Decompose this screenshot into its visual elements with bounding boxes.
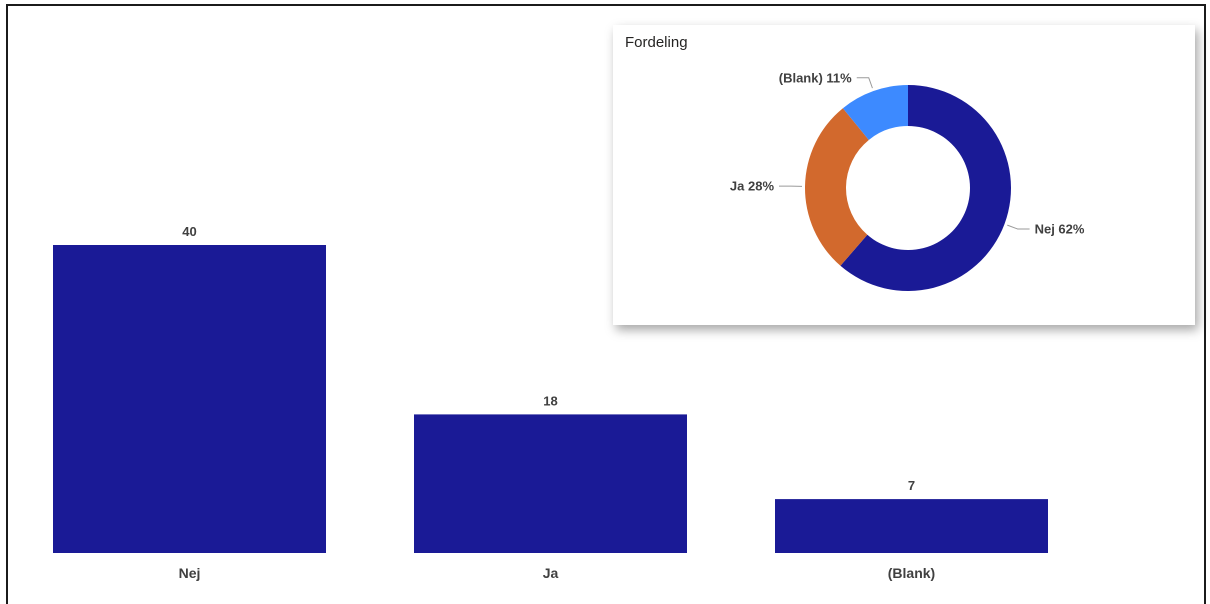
bar-1[interactable] [414, 414, 687, 553]
bar-value-label: 18 [543, 393, 557, 408]
category-label: (Blank) [888, 565, 935, 581]
bar-value-label: 40 [182, 224, 196, 239]
donut-chart: Nej 62% Ja 28% (Blank) 11% [613, 25, 1195, 325]
slice-label: Nej 62% [1035, 221, 1085, 236]
category-label: Ja [543, 565, 559, 581]
leader-line [1007, 225, 1029, 229]
bar-value-label: 7 [908, 478, 915, 493]
leader-line [857, 78, 873, 88]
donut-card[interactable]: Fordeling Nej 62%Ja 28%(Blank) 11% [613, 25, 1195, 325]
bar-0[interactable] [53, 245, 326, 553]
donut-slice-1[interactable] [805, 108, 869, 266]
slice-label: (Blank) 11% [779, 70, 852, 85]
slice-label: Ja 28% [730, 179, 775, 194]
bar-2[interactable] [775, 499, 1048, 553]
category-label: Nej [179, 565, 201, 581]
